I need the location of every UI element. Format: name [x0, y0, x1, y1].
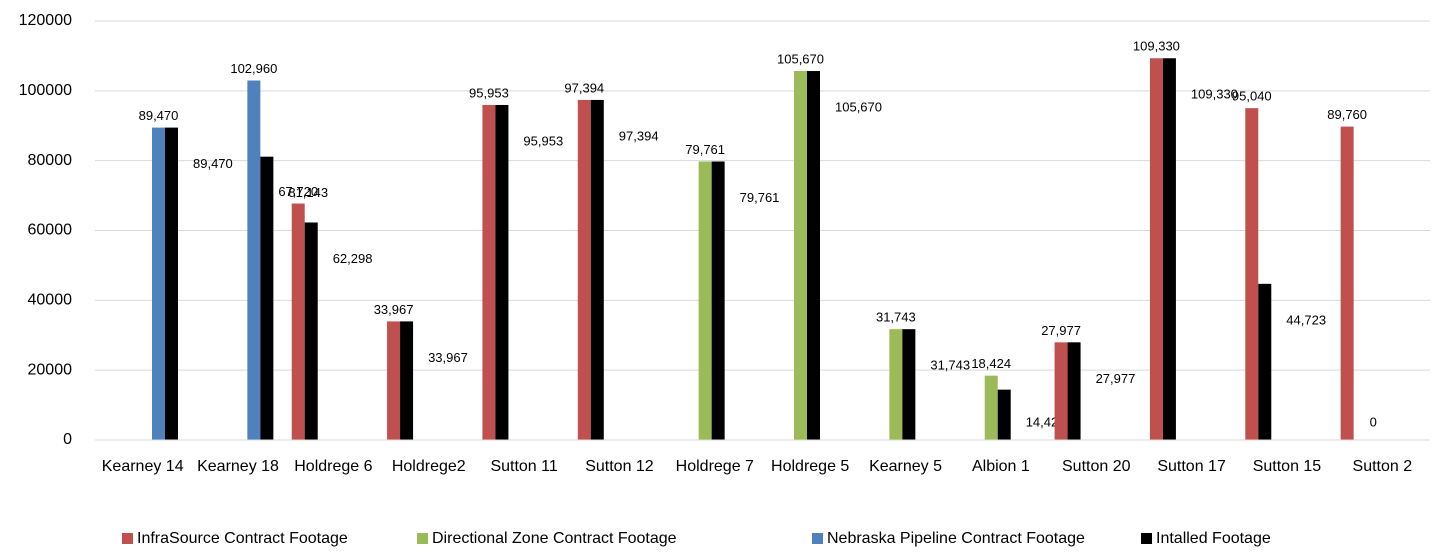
bar — [1149, 58, 1163, 441]
legend-swatch — [812, 533, 823, 544]
bar — [711, 161, 725, 441]
bar — [1054, 342, 1068, 440]
x-tick-label: Sutton 12 — [585, 458, 654, 475]
bar — [247, 80, 261, 441]
x-tick-label: Holdrege 7 — [676, 458, 754, 475]
data-label: 109,330 — [1133, 39, 1180, 54]
data-label: 97,394 — [564, 80, 604, 95]
data-label: 31,743 — [930, 358, 970, 373]
data-label: 81,143 — [288, 185, 328, 200]
x-tick-label: Holdrege 6 — [294, 458, 372, 475]
bar — [1162, 58, 1176, 441]
y-tick-label: 60000 — [28, 222, 73, 239]
bar — [387, 321, 401, 440]
data-label: 95,953 — [523, 133, 563, 148]
y-tick-label: 20000 — [28, 361, 73, 378]
data-label: 33,967 — [428, 350, 468, 365]
data-label: 79,761 — [685, 142, 725, 157]
y-tick-label: 40000 — [28, 292, 73, 309]
bar — [291, 203, 305, 440]
data-label: 89,470 — [193, 156, 233, 171]
legend-swatch — [122, 533, 133, 544]
y-tick-label: 100000 — [19, 82, 72, 99]
bar — [807, 71, 820, 440]
x-tick-label: Kearney 5 — [869, 458, 942, 475]
bar — [590, 99, 604, 440]
y-tick-label: 120000 — [19, 12, 72, 29]
x-tick-label: Sutton 15 — [1253, 458, 1322, 475]
x-tick-label: Kearney 18 — [197, 458, 279, 475]
bar — [794, 71, 807, 440]
bar — [698, 161, 712, 441]
y-tick-label: 80000 — [28, 152, 73, 169]
data-label: 97,394 — [619, 128, 659, 143]
legend-swatch — [417, 533, 428, 544]
bar — [400, 321, 414, 440]
data-label: 33,967 — [374, 302, 414, 317]
bar — [495, 104, 509, 440]
bar — [1067, 342, 1081, 440]
data-label: 0 — [1370, 414, 1377, 429]
data-label: 109,330 — [1191, 87, 1238, 102]
data-label: 62,298 — [333, 251, 373, 266]
legend-label: Intalled Footage — [1156, 530, 1271, 547]
legend-swatch — [1141, 533, 1152, 544]
bar — [304, 222, 318, 440]
x-tick-label: Sutton 17 — [1157, 458, 1226, 475]
data-label: 79,761 — [740, 190, 780, 205]
data-label: 105,670 — [777, 51, 824, 66]
data-label: 31,743 — [876, 310, 916, 325]
x-tick-label: Albion 1 — [972, 458, 1030, 475]
bar — [482, 104, 496, 440]
data-label: 95,953 — [469, 85, 509, 100]
data-label: 102,960 — [230, 61, 277, 76]
data-label: 95,040 — [1232, 89, 1272, 104]
bar — [1245, 108, 1259, 440]
bar — [1258, 283, 1272, 440]
bar — [1340, 126, 1354, 440]
data-label: 18,424 — [971, 356, 1011, 371]
bar — [260, 156, 274, 440]
bar — [902, 329, 916, 440]
bar — [152, 127, 165, 440]
legend-label: Directional Zone Contract Footage — [432, 530, 677, 547]
x-tick-label: Holdrege 5 — [771, 458, 849, 475]
bar — [984, 375, 998, 440]
data-label: 67,720 — [278, 184, 318, 199]
x-tick-label: Sutton 20 — [1062, 458, 1131, 475]
data-label: 27,977 — [1096, 371, 1136, 386]
data-label: 105,670 — [835, 99, 882, 114]
x-tick-label: Kearney 14 — [102, 458, 184, 475]
data-label: 44,723 — [1286, 312, 1326, 327]
bar — [577, 99, 591, 440]
data-label: 89,470 — [139, 108, 179, 123]
legend-label: InfraSource Contract Footage — [137, 530, 348, 547]
x-tick-label: Sutton 11 — [490, 458, 557, 475]
data-label: 27,977 — [1041, 323, 1081, 338]
bar — [165, 127, 178, 440]
y-tick-label: 0 — [63, 431, 72, 448]
x-tick-label: Sutton 2 — [1353, 458, 1413, 475]
bar — [889, 329, 903, 440]
data-label: 89,760 — [1327, 107, 1367, 122]
bar — [997, 389, 1011, 440]
legend-label: Nebraska Pipeline Contract Footage — [827, 530, 1085, 547]
x-tick-label: Holdrege2 — [392, 458, 466, 475]
